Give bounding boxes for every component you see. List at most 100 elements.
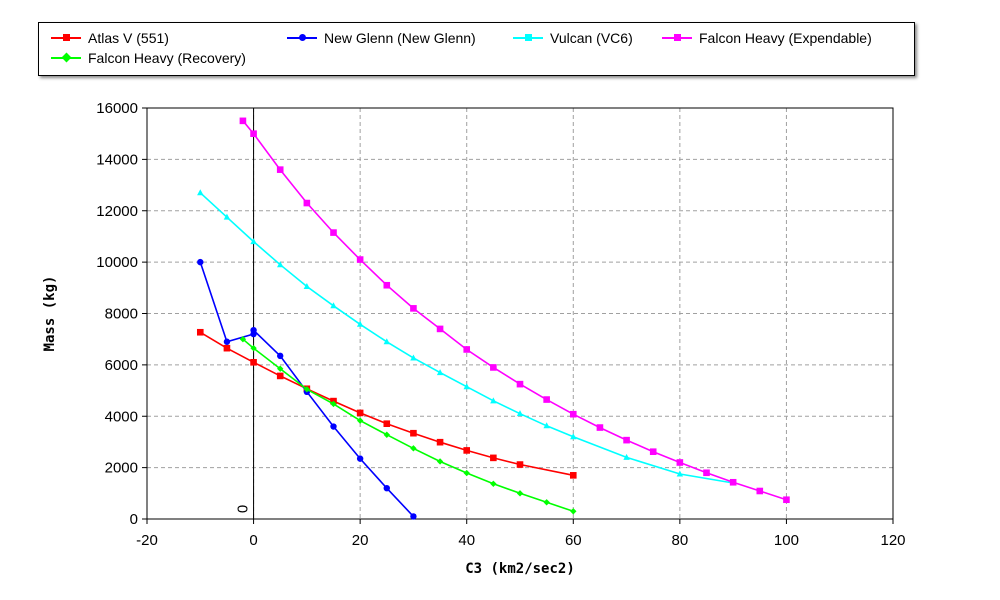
data-point-falcon-heavy-expendable (330, 229, 337, 236)
data-point-falcon-heavy-expendable (303, 199, 311, 207)
data-point-falcon-heavy-recovery (410, 445, 417, 452)
series-line-falcon-heavy-recovery (242, 338, 574, 513)
data-point-falcon-heavy-recovery (570, 508, 577, 515)
x-axis: -20 0 20 40 60 80 100 120 (136, 519, 906, 549)
legend: Atlas V (551) New Glenn (New Glenn) Vulc… (38, 22, 915, 76)
x-tick-label: -20 (136, 532, 158, 549)
data-point-new-glenn-new-glenn (250, 326, 257, 334)
legend-swatch-atlas-v (51, 34, 81, 41)
legend-swatch-vulcan (513, 34, 543, 41)
data-point-atlas-v-551 (223, 344, 231, 352)
data-point-falcon-heavy-expendable (463, 346, 471, 353)
data-point-falcon-heavy-recovery (516, 490, 524, 497)
y-tick-label: 8000 (105, 306, 138, 323)
data-point-vulcan-vc6 (490, 397, 497, 404)
data-point-falcon-heavy-recovery (463, 469, 470, 477)
zero-line-label: 0 (235, 505, 252, 513)
data-point-vulcan-vc6 (303, 283, 311, 290)
data-point-new-glenn-new-glenn (277, 352, 284, 360)
y-tick-label: 12000 (96, 203, 138, 220)
data-point-falcon-heavy-recovery (383, 431, 390, 438)
data-point-vulcan-vc6 (676, 470, 684, 477)
data-point-falcon-heavy-expendable (543, 396, 550, 403)
data-point-atlas-v-551 (356, 409, 364, 417)
legend-swatch-falcon-heavy-recovery (51, 52, 81, 63)
x-tick-label: 60 (565, 532, 582, 549)
y-axis: 0 2000 4000 6000 8000 10000 12000 14000 16000 (96, 100, 147, 528)
data-point-falcon-heavy-expendable (410, 305, 417, 312)
legend-label-falcon-heavy-expendable: Falcon Heavy (Expendable) (699, 30, 872, 46)
data-point-vulcan-vc6 (410, 354, 417, 361)
data-point-atlas-v-551 (410, 429, 417, 437)
data-point-falcon-heavy-expendable (436, 325, 444, 333)
x-tick-label: 20 (352, 532, 369, 549)
data-point-falcon-heavy-expendable (676, 459, 684, 466)
data-point-falcon-heavy-expendable (239, 117, 247, 125)
data-point-vulcan-vc6 (356, 320, 364, 327)
data-point-vulcan-vc6 (383, 338, 390, 345)
y-tick-label: 16000 (96, 100, 138, 117)
data-point-vulcan-vc6 (543, 422, 550, 429)
data-point-falcon-heavy-expendable (276, 166, 284, 173)
data-point-new-glenn-new-glenn (356, 455, 364, 462)
data-point-vulcan-vc6 (277, 261, 284, 268)
data-point-falcon-heavy-expendable (623, 436, 630, 444)
y-tick-label: 4000 (105, 408, 138, 425)
data-point-atlas-v-551 (569, 472, 577, 479)
data-point-new-glenn-new-glenn (197, 258, 204, 266)
data-point-falcon-heavy-recovery (436, 458, 444, 465)
legend-swatch-falcon-heavy-expendable (662, 34, 692, 41)
data-point-falcon-heavy-recovery (330, 400, 337, 408)
y-tick-label: 10000 (96, 254, 138, 271)
data-point-falcon-heavy-expendable (729, 478, 737, 486)
y-tick-label: 2000 (105, 460, 138, 477)
legend-swatch-new-glenn (287, 34, 317, 41)
data-point-vulcan-vc6 (436, 369, 444, 376)
data-point-falcon-heavy-expendable (250, 130, 257, 137)
data-point-vulcan-vc6 (463, 383, 470, 390)
data-point-falcon-heavy-expendable (703, 469, 710, 477)
grid-lines (146, 107, 894, 520)
x-axis-title: C3 (km2/sec2) (465, 561, 575, 577)
series-falcon-heavy-recovery (239, 335, 577, 515)
data-point-atlas-v-551 (276, 372, 284, 380)
data-point-atlas-v-551 (383, 420, 391, 427)
data-point-vulcan-vc6 (330, 302, 337, 309)
series-vulcan-vc6 (197, 189, 737, 486)
y-tick-label: 6000 (105, 357, 138, 374)
data-point-falcon-heavy-expendable (783, 496, 790, 504)
series-falcon-heavy-expendable (239, 117, 790, 504)
data-point-falcon-heavy-recovery (250, 344, 257, 352)
series-line-atlas-v-551 (199, 331, 574, 477)
data-point-atlas-v-551 (250, 359, 257, 366)
data-point-falcon-heavy-recovery (303, 386, 311, 393)
data-point-falcon-heavy-expendable (356, 256, 364, 263)
data-point-new-glenn-new-glenn (383, 484, 390, 492)
x-tick-label: 100 (774, 532, 799, 549)
data-point-vulcan-vc6 (623, 453, 630, 460)
data-point-falcon-heavy-expendable (756, 487, 764, 495)
data-point-new-glenn-new-glenn (410, 513, 417, 520)
data-point-vulcan-vc6 (197, 189, 204, 196)
data-point-falcon-heavy-expendable (516, 380, 524, 388)
legend-label-atlas-v: Atlas V (551) (88, 30, 169, 46)
series-line-falcon-heavy-expendable (242, 120, 787, 501)
data-point-new-glenn-new-glenn (223, 338, 231, 345)
data-point-vulcan-vc6 (250, 238, 257, 245)
x-tick-label: 120 (880, 532, 905, 549)
x-tick-label: 0 (249, 532, 257, 549)
data-point-falcon-heavy-recovery (490, 480, 497, 488)
series-atlas-v-551 (196, 328, 577, 479)
data-point-falcon-heavy-recovery (239, 335, 247, 343)
data-point-atlas-v-551 (436, 438, 444, 446)
data-point-falcon-heavy-recovery (543, 499, 550, 506)
data-point-vulcan-vc6 (570, 433, 577, 440)
legend-label-vulcan: Vulcan (VC6) (550, 30, 633, 46)
data-point-atlas-v-551 (463, 447, 471, 454)
data-point-new-glenn-new-glenn (330, 423, 337, 430)
x-tick-label: 40 (458, 532, 475, 549)
legend-label-falcon-heavy-recovery: Falcon Heavy (Recovery) (88, 50, 246, 66)
data-point-atlas-v-551 (490, 454, 497, 462)
data-point-atlas-v-551 (196, 328, 204, 336)
